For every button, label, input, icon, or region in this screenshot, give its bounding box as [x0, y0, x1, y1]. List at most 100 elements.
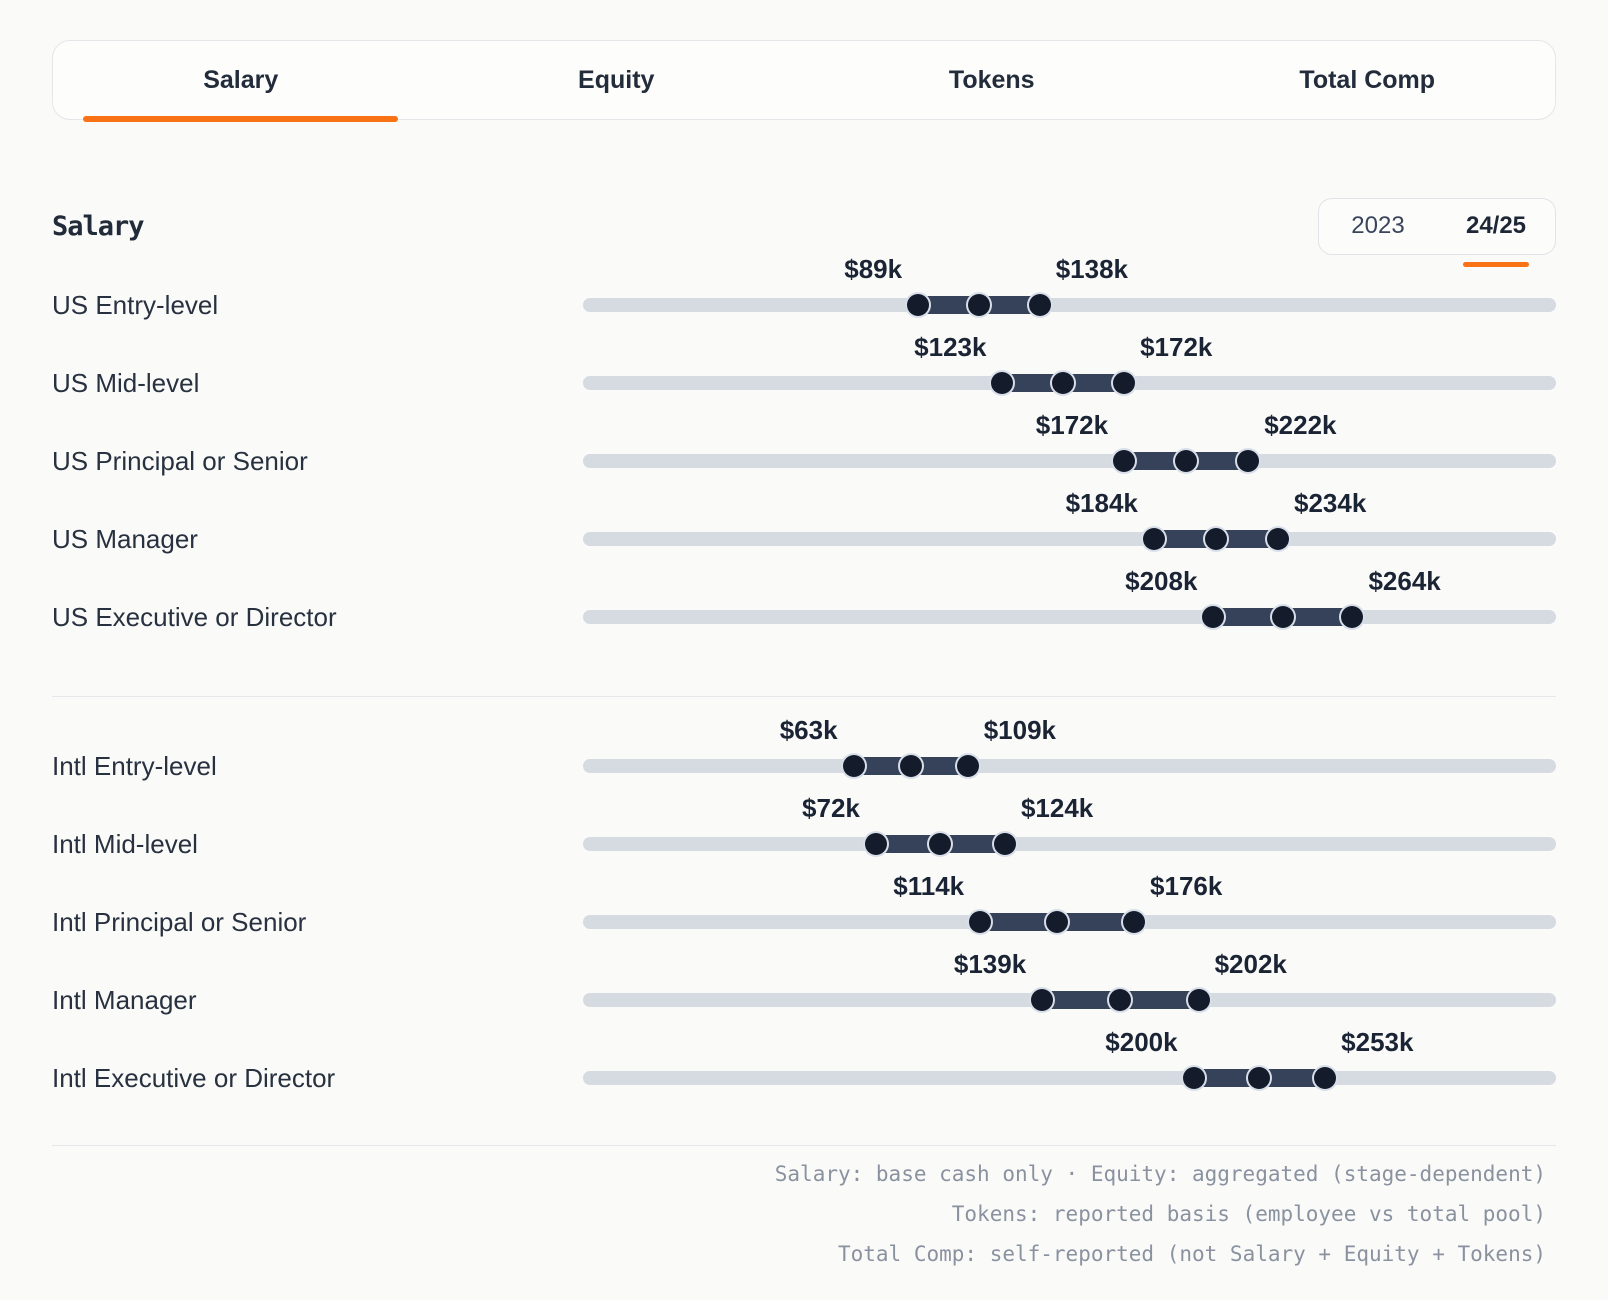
- slider-midpoint-dot: [1248, 1067, 1271, 1089]
- slider-handle-low[interactable]: [1182, 1067, 1205, 1089]
- slider-handle-high[interactable]: [1028, 294, 1051, 316]
- slider-midpoint-dot: [1175, 450, 1198, 472]
- slider-midpoint-dot: [899, 755, 922, 777]
- comp-row: Intl Entry-level $63k $109k: [52, 715, 1556, 805]
- row-label: Intl Entry-level: [52, 750, 217, 781]
- slider-handle-high[interactable]: [1267, 528, 1289, 550]
- slider-track[interactable]: [583, 454, 1556, 468]
- comp-row: Intl Principal or Senior $114k $176k: [52, 871, 1556, 961]
- slider-handle-low[interactable]: [1031, 989, 1054, 1011]
- comp-row: Intl Mid-level $72k $124k: [52, 793, 1556, 883]
- slider-handle-low[interactable]: [864, 833, 887, 855]
- tab-salary[interactable]: Salary: [53, 41, 429, 122]
- slider-midpoint-dot: [1109, 989, 1132, 1011]
- slider-handle-high[interactable]: [956, 755, 979, 777]
- slider-track[interactable]: [583, 1071, 1556, 1085]
- slider-track[interactable]: [583, 610, 1556, 624]
- salary-range-slider[interactable]: $208k $264k: [583, 566, 1556, 656]
- slider-handle-low[interactable]: [1142, 528, 1165, 550]
- range-low-label: $114k: [893, 871, 965, 901]
- range-low-label: $208k: [1125, 566, 1198, 596]
- slider-handle-high[interactable]: [1187, 989, 1210, 1011]
- row-label: Intl Executive or Director: [52, 1062, 336, 1093]
- tab-tokens[interactable]: Tokens: [948, 65, 1035, 94]
- tab-equity[interactable]: Equity: [578, 65, 655, 94]
- slider-handle-low[interactable]: [842, 755, 865, 777]
- comp-row: Intl Manager $139k $202k: [52, 949, 1556, 1039]
- slider-handle-low[interactable]: [969, 911, 992, 933]
- salary-range-slider[interactable]: $172k $222k: [583, 410, 1556, 500]
- salary-range-slider[interactable]: $72k $124k: [583, 793, 1556, 883]
- range-high-label: $202k: [1214, 949, 1287, 979]
- range-high-label: $124k: [1020, 793, 1094, 823]
- range-low-label: $139k: [953, 949, 1027, 979]
- footnote-line: Tokens: reported basis (employee vs tota…: [951, 1202, 1546, 1226]
- range-high-label: $264k: [1368, 566, 1441, 596]
- slider-handle-low[interactable]: [907, 294, 930, 316]
- comp-row: US Executive or Director $208k $264k: [52, 566, 1556, 656]
- slider-midpoint-dot: [1046, 911, 1069, 933]
- slider-handle-high[interactable]: [1341, 606, 1364, 628]
- slider-midpoint-dot: [1271, 606, 1294, 628]
- salary-range-slider[interactable]: $139k $202k: [583, 949, 1556, 1039]
- slider-handle-high[interactable]: [1237, 450, 1260, 472]
- row-label: US Entry-level: [52, 289, 219, 320]
- range-low-label: $89k: [844, 254, 903, 284]
- panel-header: Salary 2023 24/25: [52, 196, 1556, 256]
- slider-handle-low[interactable]: [1113, 450, 1136, 472]
- slider-track[interactable]: [583, 298, 1556, 312]
- slider-midpoint-dot: [1204, 528, 1227, 550]
- slider-handle-low[interactable]: [1202, 606, 1225, 628]
- range-low-label: $63k: [779, 715, 838, 745]
- footnote-line: Salary: base cash only · Equity: aggrega…: [774, 1162, 1546, 1186]
- comp-row: US Entry-level $89k $138k: [52, 254, 1556, 344]
- slider-handle-low[interactable]: [991, 372, 1014, 394]
- slider-midpoint-dot: [1052, 372, 1075, 394]
- footer-divider: [52, 1145, 1556, 1146]
- salary-range-slider[interactable]: $89k $138k: [583, 254, 1556, 344]
- row-label: Intl Manager: [52, 984, 197, 1015]
- row-label: Intl Principal or Senior: [52, 906, 307, 937]
- row-label: US Executive or Director: [52, 601, 337, 632]
- range-high-label: $138k: [1055, 254, 1129, 284]
- slider-track[interactable]: [583, 532, 1556, 546]
- section-divider: [52, 696, 1556, 697]
- comp-row: US Principal or Senior $172k $222k: [52, 410, 1556, 500]
- slider-handle-high[interactable]: [993, 833, 1016, 855]
- section-heading: Salary: [52, 210, 145, 242]
- year-option-24-25[interactable]: 24/25: [1437, 199, 1555, 254]
- salary-range-slider[interactable]: $123k $172k: [583, 332, 1556, 422]
- range-low-label: $123k: [914, 332, 987, 362]
- slider-track[interactable]: [583, 759, 1556, 773]
- range-low-label: $72k: [802, 793, 860, 823]
- salary-range-slider[interactable]: $200k $253k: [583, 1027, 1556, 1117]
- slider-track[interactable]: [583, 837, 1556, 851]
- row-label: US Manager: [52, 523, 198, 554]
- slider-handle-high[interactable]: [1314, 1067, 1337, 1089]
- tab-total-comp[interactable]: Total Comp: [1299, 65, 1436, 94]
- comp-row: Intl Executive or Director $200k $253k: [52, 1027, 1556, 1117]
- range-low-label: $172k: [1035, 410, 1109, 440]
- range-high-label: $176k: [1150, 871, 1223, 901]
- range-high-label: $234k: [1294, 488, 1367, 518]
- range-low-label: $200k: [1105, 1027, 1178, 1057]
- year-toggle: 2023 24/25: [1318, 197, 1556, 255]
- footnotes: Salary: base cash only · Equity: aggrega…: [52, 1154, 1556, 1274]
- slider-midpoint-dot: [967, 294, 990, 316]
- footnote-line: Total Comp: self-reported (not Salary + …: [837, 1242, 1546, 1266]
- range-low-label: $184k: [1065, 488, 1138, 518]
- slider-handle-high[interactable]: [1123, 911, 1146, 933]
- comp-row: US Mid-level $123k $172k: [52, 332, 1556, 422]
- row-label: US Principal or Senior: [52, 445, 308, 476]
- year-option-2023[interactable]: 2023: [1351, 212, 1405, 239]
- salary-range-slider[interactable]: $63k $109k: [583, 715, 1556, 805]
- row-label: US Mid-level: [52, 367, 200, 398]
- slider-handle-high[interactable]: [1113, 372, 1136, 394]
- salary-range-slider[interactable]: $184k $234k: [583, 488, 1556, 578]
- range-high-label: $222k: [1264, 410, 1337, 440]
- row-label: Intl Mid-level: [52, 828, 198, 859]
- tab-bar: Salary Equity Tokens Total Comp: [52, 40, 1556, 122]
- range-high-label: $109k: [983, 715, 1057, 745]
- salary-range-slider[interactable]: $114k $176k: [583, 871, 1556, 961]
- comp-rows: US Entry-level $89k $138k US Mid-level $123k…: [52, 254, 1556, 1117]
